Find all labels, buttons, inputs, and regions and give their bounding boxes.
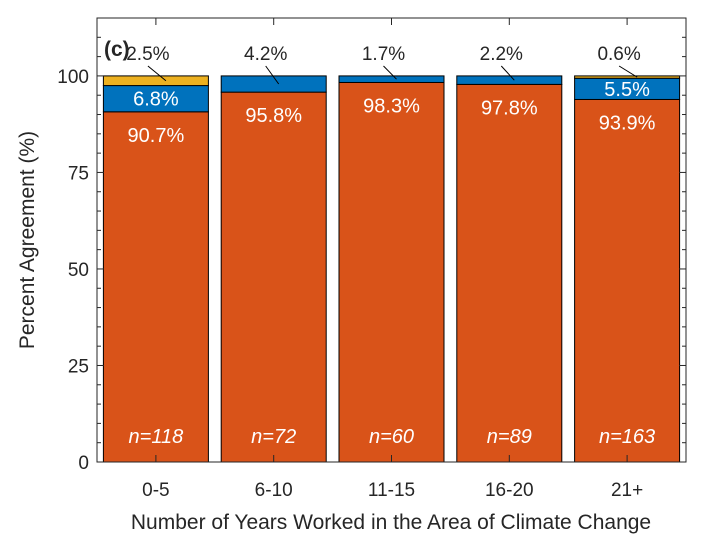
data-label-agree-0-5: 90.7% [128, 125, 185, 147]
y-tick-label-0: 0 [78, 453, 89, 474]
y-tick-label-100: 100 [57, 67, 89, 88]
callout-line-neutral-6-10 [265, 65, 280, 85]
axes-group: 0 25 50 75 100 0-5 6-10 11-15 16-20 21+ [57, 17, 687, 501]
y-axis-title: Percent Agreement (%) [16, 131, 39, 349]
y-tick-label-25: 25 [68, 357, 89, 378]
y-tick-label-75: 75 [68, 163, 89, 184]
data-label-disagree-0-5: 2.5% [126, 44, 169, 65]
x-tick-label-0-5: 0-5 [142, 480, 169, 501]
bar-segment-neutral-6-10 [220, 75, 327, 93]
callout-line-neutral-11-15 [383, 65, 397, 80]
data-label-neutral-21+: 5.5% [604, 79, 650, 101]
bar-segment-agree-0-5 [102, 111, 209, 463]
bar-segment-agree-6-10 [220, 91, 327, 463]
bar-segment-agree-11-15 [338, 81, 445, 463]
data-label-agree-16-20: 97.8% [481, 97, 538, 119]
data-label-neutral-11-15: 1.7% [362, 44, 405, 65]
callout-lines-group [147, 65, 638, 85]
data-label-neutral-16-20: 2.2% [480, 44, 523, 65]
x-tick-label-21+: 21+ [611, 480, 643, 501]
data-label-agree-11-15: 98.3% [363, 96, 420, 118]
bar-segment-disagree-0-5 [102, 75, 209, 87]
callout-line-neutral-16-20 [500, 65, 515, 81]
data-labels-group: 90.7% 6.8% 2.5% n=118 95.8% 4.2% n=72 98.3% 1.7%… [126, 44, 655, 448]
sample-size-label-16-20: n=89 [487, 426, 532, 448]
bar-segment-disagree-21+ [574, 75, 681, 79]
data-label-neutral-0-5: 6.8% [133, 89, 179, 111]
sample-size-label-6-10: n=72 [251, 426, 296, 448]
sample-size-label-11-15: n=60 [369, 426, 414, 448]
data-label-agree-6-10: 95.8% [245, 105, 302, 127]
sample-size-label-0-5: n=118 [129, 426, 184, 448]
panel-label: (c) [104, 38, 130, 61]
data-label-agree-21+: 93.9% [599, 113, 656, 135]
x-tick-label-16-20: 16-20 [485, 480, 534, 501]
x-tick-label-6-10: 6-10 [255, 480, 293, 501]
bar-segment-neutral-16-20 [456, 75, 563, 85]
x-tick-label-11-15: 11-15 [368, 480, 415, 501]
callout-line-disagree-0-5 [147, 65, 167, 82]
bar-segment-agree-21+ [574, 98, 681, 463]
data-label-disagree-21+: 0.6% [597, 44, 640, 65]
x-axis-title: Number of Years Worked in the Area of Cl… [131, 511, 651, 534]
bar-segment-neutral-0-5 [102, 85, 209, 113]
bar-segment-agree-16-20 [456, 83, 563, 463]
data-label-neutral-6-10: 4.2% [244, 44, 287, 65]
bar-segment-neutral-11-15 [338, 75, 445, 83]
y-tick-label-50: 50 [68, 260, 89, 281]
callout-line-disagree-21+ [618, 65, 638, 78]
sample-size-label-21+: n=163 [599, 426, 655, 448]
bars-group [102, 75, 681, 463]
